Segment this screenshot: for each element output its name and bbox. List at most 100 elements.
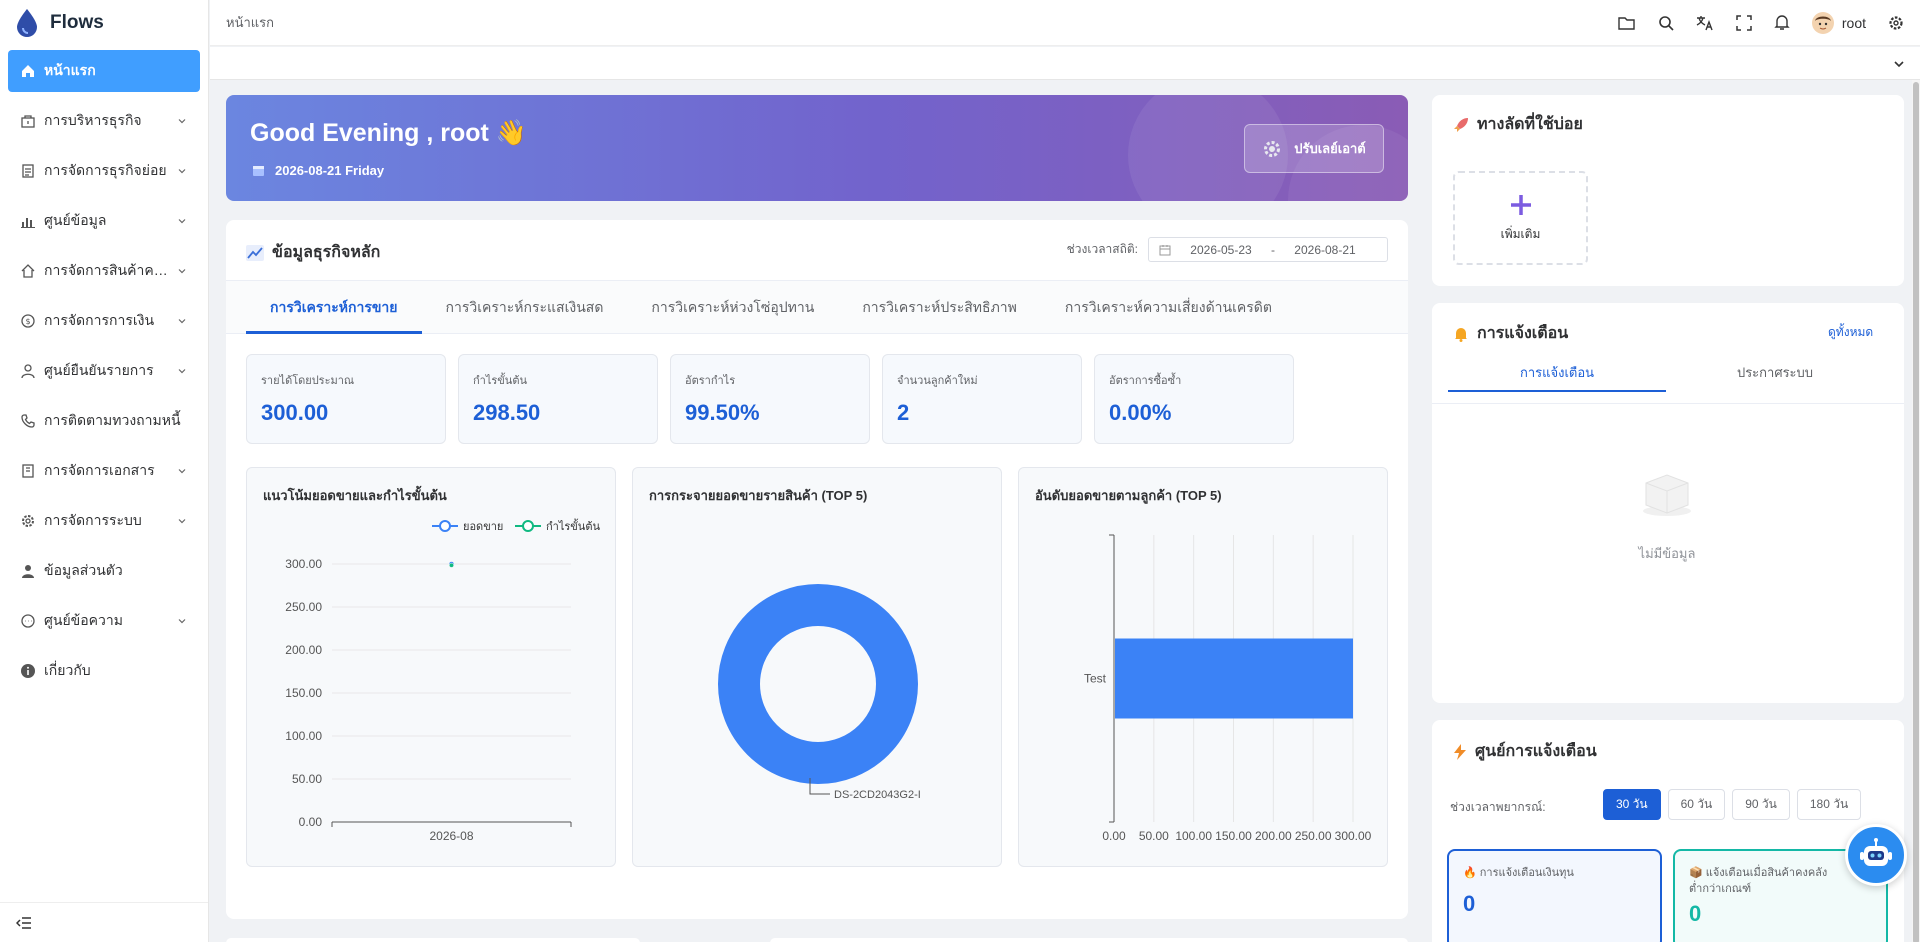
sidebar-item-business[interactable]: การบริหารธุรกิจ xyxy=(8,100,200,142)
topbar: หน้าแรก root xyxy=(210,0,1920,46)
user-icon xyxy=(21,364,35,379)
person-icon xyxy=(22,565,34,578)
fullscreen-icon[interactable] xyxy=(1736,14,1752,31)
period-30-days-button[interactable]: 30 วัน xyxy=(1603,789,1661,820)
period-90-days-button[interactable]: 90 วัน xyxy=(1732,789,1790,820)
shop-icon xyxy=(21,115,35,128)
adjust-layout-button[interactable]: ปรับเลย์เอาต์ xyxy=(1244,124,1384,173)
tags-dropdown-chevron-icon[interactable] xyxy=(1892,57,1906,71)
info-icon xyxy=(21,664,35,678)
sidebar-item-messages[interactable]: ศูนย์ข้อความ xyxy=(8,600,200,642)
sidebar-item-system[interactable]: การจัดการระบบ xyxy=(8,500,200,542)
product-distribution-svg: DS-2CD2043G2-I xyxy=(718,584,921,801)
date-text: 2026-08-21 Friday xyxy=(275,163,385,178)
avatar xyxy=(1811,11,1834,34)
capital-alert-card[interactable]: 🔥 การแจ้งเตือนเงินทุน 0 xyxy=(1447,849,1662,942)
date-to: 2026-08-21 xyxy=(1294,242,1356,257)
view-all-link[interactable]: ดูทั้งหมด xyxy=(1828,325,1874,339)
period-label: ช่วงเวลาสถิติ: xyxy=(1066,242,1138,256)
add-shortcut-button[interactable]: เพิ่มเติม xyxy=(1453,171,1588,265)
y-tick-label: 300.00 xyxy=(285,557,322,571)
folder-icon xyxy=(22,464,34,478)
date-range-picker[interactable]: 2026-05-23 - 2026-08-21 xyxy=(1148,237,1388,262)
sidebar-item-confirmation[interactable]: ศูนย์ยืนยันรายการ xyxy=(8,350,200,392)
plus-icon xyxy=(1510,194,1531,215)
collapse-sidebar-button[interactable] xyxy=(0,902,208,942)
chart-title: อันดับยอดขายตามลูกค้า (TOP 5) xyxy=(1035,488,1222,503)
y-tick-label: 50.00 xyxy=(292,772,322,786)
sidebar-item-about[interactable]: เกี่ยวกับ xyxy=(8,650,200,692)
sidebar-item-debt-collection[interactable]: การติดตามทวงถามหนี้ xyxy=(8,400,200,442)
sidebar-item-data-center[interactable]: ศูนย์ข้อมูล xyxy=(8,200,200,242)
date-display: 2026-08-21 Friday xyxy=(252,163,384,178)
kpi-label: จำนวนลูกค้าใหม่ xyxy=(897,375,978,387)
translate-icon[interactable] xyxy=(1696,15,1714,31)
date-separator: - xyxy=(1271,242,1275,257)
bottom-card-peek xyxy=(226,938,640,942)
alert-center-title: ศูนย์การแจ้งเตือน xyxy=(1453,739,1597,764)
calendar-icon xyxy=(1159,244,1171,255)
tab-cashflow-analysis[interactable]: การวิเคราะห์กระแสเงินสด xyxy=(445,299,604,315)
bottom-card-peek xyxy=(770,938,1408,942)
box-icon: 📦 xyxy=(1689,867,1703,879)
period-60-days-button[interactable]: 60 วัน xyxy=(1667,789,1726,820)
x-tick-label: 150.00 xyxy=(1215,829,1252,843)
tab-credit-risk-analysis[interactable]: การวิเคราะห์ความเสี่ยงด้านเครดิต xyxy=(1064,299,1272,315)
page-scrollbar[interactable] xyxy=(1912,80,1920,942)
search-icon[interactable] xyxy=(1658,15,1674,31)
alert-label-text: แจ้งเตือนเมื่อสินค้าคงคลังต่ำกว่าเกณฑ์ xyxy=(1689,867,1828,895)
sidebar-item-inventory[interactable]: การจัดการสินค้าคงคลัง xyxy=(8,250,200,292)
sidebar-item-documents[interactable]: การจัดการเอกสาร xyxy=(8,450,200,492)
sidebar-item-label: การติดตามทวงถามหนี้ xyxy=(44,412,181,428)
kpi-label: กำไรขั้นต้น xyxy=(473,375,527,387)
sidebar-item-label: การบริหารธุรกิจ xyxy=(44,112,142,128)
period-180-days-button[interactable]: 180 วัน xyxy=(1796,789,1862,820)
logo: Flows xyxy=(0,0,208,46)
sidebar-item-profile[interactable]: ข้อมูลส่วนตัว xyxy=(8,550,200,592)
sidebar-item-sub-business[interactable]: การจัดการธุรกิจย่อย xyxy=(8,150,200,192)
lightning-icon xyxy=(1454,743,1466,760)
chevron-down-icon xyxy=(178,269,186,274)
tab-notifications[interactable]: การแจ้งเตือน xyxy=(1448,358,1666,392)
sidebar-item-finance[interactable]: $ การจัดการการเงิน xyxy=(8,300,200,342)
user-menu[interactable]: root xyxy=(1811,11,1866,34)
bell-icon[interactable] xyxy=(1774,14,1790,31)
sidebar-item-label: เกี่ยวกับ xyxy=(44,662,91,678)
settings-gear-icon[interactable] xyxy=(1888,15,1904,31)
chevron-down-icon xyxy=(178,469,186,474)
tab-sales-analysis[interactable]: การวิเคราะห์การขาย xyxy=(246,281,422,334)
tab-system-announcements[interactable]: ประกาศระบบ xyxy=(1736,365,1814,380)
kpi-card: กำไรขั้นต้น 298.50 xyxy=(458,354,658,444)
assistant-robot-button[interactable] xyxy=(1845,824,1907,886)
tab-efficiency-analysis[interactable]: การวิเคราะห์ประสิทธิภาพ xyxy=(862,299,1017,315)
tags-bar xyxy=(210,47,1920,80)
kpi-value: 99.50% xyxy=(685,400,760,425)
kpi-label: อัตราการซื้อซ้ำ xyxy=(1109,375,1182,387)
x-tick-label: 0.00 xyxy=(1102,829,1126,843)
sidebar-item-label: การจัดการธุรกิจย่อย xyxy=(44,162,167,178)
y-tick-label: 250.00 xyxy=(285,600,322,614)
alert-value: 0 xyxy=(1463,891,1476,916)
sidebar-item-label: การจัดการระบบ xyxy=(44,512,142,528)
breadcrumb: หน้าแรก xyxy=(226,15,274,30)
date-from: 2026-05-23 xyxy=(1190,242,1252,257)
kpi-card: อัตรากำไร 99.50% xyxy=(670,354,870,444)
sidebar-item-home[interactable]: หน้าแรก xyxy=(8,50,200,92)
kpi-label: รายได้โดยประมาณ xyxy=(261,375,355,387)
legend-marker xyxy=(522,520,534,532)
tab-supply-chain-analysis[interactable]: การวิเคราะห์ห่วงโซ่อุปทาน xyxy=(651,299,815,315)
forecast-period-group: 30 วัน 60 วัน 90 วัน 180 วัน xyxy=(1603,789,1862,820)
x-tick-label: 2026-08 xyxy=(429,829,473,843)
x-tick-label: 250.00 xyxy=(1295,829,1332,843)
sidebar-item-label: ศูนย์ข้อความ xyxy=(44,612,123,628)
legend-marker xyxy=(439,520,451,532)
folder-open-icon[interactable] xyxy=(1618,15,1636,31)
alert-label: 📦 แจ้งเตือนเมื่อสินค้าคงคลังต่ำกว่าเกณฑ์ xyxy=(1689,865,1872,897)
bell-icon xyxy=(1455,327,1467,342)
x-tick-label: 100.00 xyxy=(1175,829,1212,843)
gear-icon xyxy=(22,515,34,527)
product-distribution-chart: การกระจายยอดขายรายสินค้า (TOP 5) DS-2CD2… xyxy=(632,467,1002,867)
shortcuts-title: ทางลัดที่ใช้บ่อย xyxy=(1453,112,1583,137)
alert-value: 0 xyxy=(1689,901,1702,926)
kpi-value: 2 xyxy=(897,400,910,425)
